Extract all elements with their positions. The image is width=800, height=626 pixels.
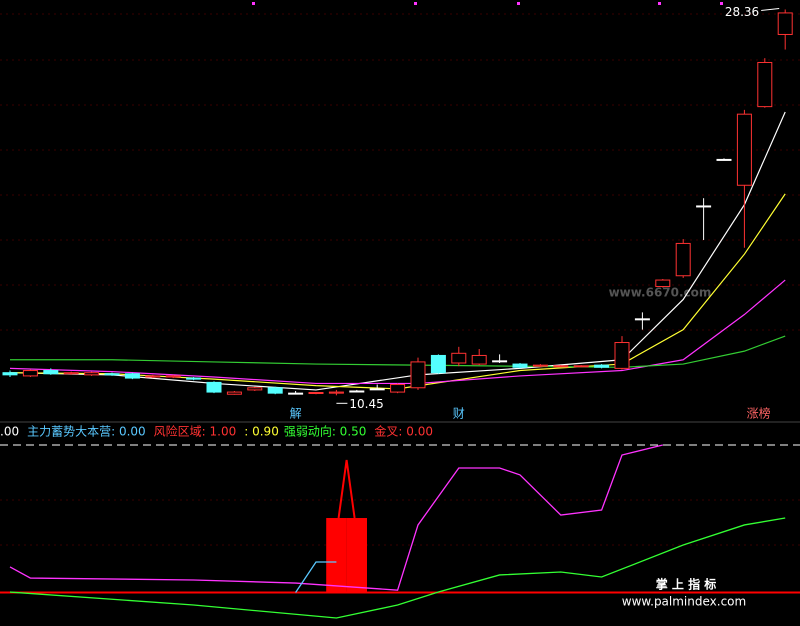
candle-body	[716, 158, 732, 161]
candle-body	[736, 113, 752, 186]
candle-body	[512, 363, 528, 368]
watermark: www.6670.com	[609, 286, 712, 300]
candle-body	[757, 61, 773, 108]
indicator-line	[9, 517, 786, 619]
candle-body	[124, 373, 140, 379]
event-marker: 财	[453, 407, 465, 421]
candle-body	[553, 365, 569, 368]
candle-body	[308, 392, 324, 395]
candle-body	[696, 205, 712, 208]
candle-body	[655, 279, 671, 288]
event-marker: 涨榜	[747, 406, 771, 421]
high-arrow	[761, 7, 780, 11]
indicator-legend: : 0.90	[244, 425, 279, 439]
indicator-bar	[326, 518, 347, 593]
top-dots	[252, 2, 723, 5]
candle-body	[349, 390, 365, 393]
indicator-line	[9, 444, 663, 591]
candle-body	[84, 372, 100, 376]
candle-body	[594, 364, 610, 368]
candle-body	[675, 242, 691, 277]
candle-body	[328, 391, 344, 394]
candle-body	[104, 373, 120, 376]
indicator-spike	[337, 459, 356, 519]
candle-body	[777, 12, 793, 35]
candle-body	[226, 391, 242, 395]
candle-body	[451, 352, 467, 364]
candle-body	[288, 392, 304, 395]
candle-body	[165, 375, 181, 378]
candle-body	[186, 377, 202, 380]
candle-body	[43, 370, 59, 375]
candle-body	[430, 354, 446, 374]
candle-body	[63, 372, 79, 375]
site: www.palmindex.com	[622, 595, 746, 609]
candle-body	[492, 360, 508, 363]
candle-body	[614, 342, 630, 369]
moving-average-line	[10, 335, 786, 368]
moving-average-line	[9, 279, 786, 385]
candle-body	[573, 365, 589, 368]
high-label: 28.36	[725, 5, 759, 19]
candle-body	[2, 372, 18, 376]
candle-body	[532, 364, 548, 367]
indicator-legend: 风险区域: 1.00	[154, 424, 237, 439]
event-marker: 解	[290, 407, 302, 421]
low-label: 10.45	[349, 397, 383, 411]
candle-body	[410, 361, 426, 389]
indicator-legend: 强弱动向: 0.50	[284, 424, 367, 439]
indicator-bar	[346, 518, 367, 593]
candle-body	[145, 375, 161, 378]
plot: 28.36 10.45 解 财 涨榜 .00 主力蓄势大本营: 0.00 风险区域: 1.00…	[0, 5, 800, 619]
moving-average-line	[9, 193, 786, 390]
candle-body	[247, 387, 263, 391]
indicator-legend: 金叉: 0.00	[374, 424, 433, 439]
indicator-legend: 主力蓄势大本营: 0.00	[27, 425, 146, 439]
moving-average-line	[9, 111, 786, 391]
indicator-line	[295, 561, 337, 593]
candle-body	[390, 384, 406, 393]
candle-body	[22, 370, 38, 377]
indicator-legend: .00	[0, 425, 19, 439]
candle-body	[471, 354, 487, 365]
candle-body	[634, 318, 650, 321]
candle-body	[267, 387, 283, 394]
brand: 掌 上 指 标	[656, 577, 717, 592]
candle-body	[206, 381, 222, 393]
candle-body	[369, 388, 385, 391]
